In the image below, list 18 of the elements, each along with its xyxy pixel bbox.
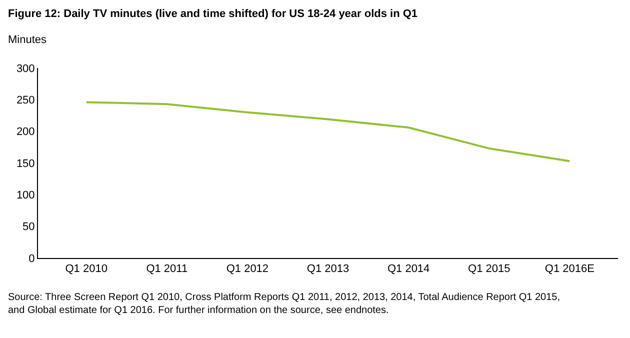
y-axis-title: Minutes [8, 34, 48, 46]
line-series [85, 101, 571, 162]
x-tick-label: Q1 2012 [226, 263, 269, 276]
source-note: Source: Three Screen Report Q1 2010, Cross Platform Reports Q1 2011, 2012, 2013, 2014, Total Audience Report Q1 2015, and Global estimate for Q1 2016. For further information on the source, see endnotes. [8, 292, 560, 316]
x-tick-label: Q1 2010 [65, 263, 108, 276]
y-tick-label: 50 [22, 221, 35, 234]
x-tick-label: Q1 2015 [468, 263, 510, 276]
y-tick-label: 300 [16, 62, 35, 75]
y-tick-label: 250 [16, 94, 35, 107]
y-tick-label: 0 [28, 252, 35, 265]
x-tick-label: Q1 2016E [544, 263, 594, 276]
y-tick-label: 100 [16, 190, 35, 202]
x-tick-label: Q1 2013 [306, 263, 350, 276]
chart-title: Figure 12: Daily TV minutes (live and time shifted) for US 18-24 year olds in Q1 [8, 8, 418, 20]
y-tick-label: 200 [16, 126, 35, 138]
y-tick-label: 150 [16, 158, 35, 170]
x-tick-label: Q1 2014 [387, 263, 430, 276]
x-tick-label: Q1 2011 [146, 263, 188, 276]
